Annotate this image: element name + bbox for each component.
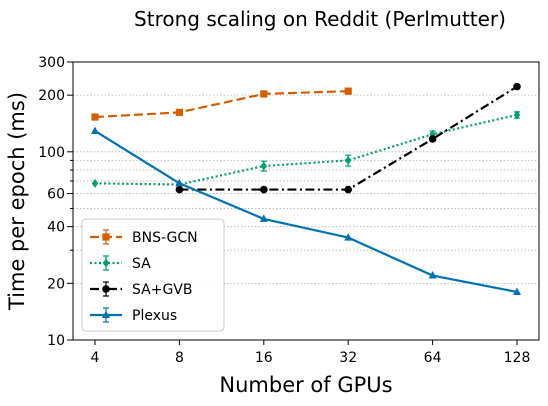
- x-tick-label: 128: [504, 350, 531, 366]
- data-point-sa: [260, 161, 267, 171]
- data-point-plexus: [175, 178, 184, 187]
- y-tick-label: 10: [47, 333, 65, 349]
- data-point-sa-gvb: [428, 135, 437, 143]
- series-layer: [91, 82, 521, 295]
- x-tick-label: 32: [339, 350, 357, 366]
- series-plexus: [91, 126, 521, 295]
- data-point-plexus: [428, 271, 437, 279]
- y-tick-label: 20: [47, 276, 65, 292]
- legend: BNS-GCN SA SA+GVB Plexus: [81, 218, 225, 332]
- data-point-sa-gvb: [344, 185, 353, 194]
- legend-marker-bns-gcn: [102, 233, 110, 241]
- y-tick-label: 200: [38, 88, 65, 104]
- data-point-plexus: [344, 233, 353, 241]
- x-tick-label: 8: [175, 350, 184, 366]
- data-point-plexus: [513, 287, 521, 295]
- series-sa-gvb: [175, 82, 521, 194]
- series-bns-gcn: [91, 87, 352, 121]
- plot-area-frame: [72, 61, 540, 341]
- legend-label-sa-gvb: SA+GVB: [132, 282, 192, 298]
- legend-item-sa-gvb: SA+GVB: [90, 281, 192, 298]
- y-axis: 10 20 40 60 100 200 300: [38, 55, 73, 349]
- series-sa: [91, 110, 521, 190]
- legend-marker-plexus: [102, 310, 110, 318]
- data-point-sa-gvb: [175, 185, 184, 194]
- data-point-sa-gvb: [260, 185, 268, 194]
- x-tick-label: 64: [424, 350, 442, 366]
- series-line-sa: [94, 113, 518, 186]
- data-point-bns-gcn: [175, 108, 183, 116]
- legend-marker-sa-gvb: [102, 285, 110, 293]
- x-axis: 4 8 16 32 64 128: [91, 340, 531, 366]
- data-point-bns-gcn: [260, 90, 268, 98]
- y-tick-label: 300: [38, 55, 65, 71]
- data-point-sa: [513, 110, 521, 120]
- data-point-bns-gcn: [344, 87, 352, 95]
- data-point-plexus: [259, 214, 268, 222]
- y-tick-label: 40: [47, 220, 65, 236]
- legend-item-sa: SA: [90, 255, 151, 272]
- legend-label-sa: SA: [132, 256, 151, 272]
- data-point-plexus: [91, 126, 99, 134]
- data-point-sa-gvb: [513, 82, 521, 91]
- x-tick-label: 4: [91, 350, 100, 366]
- legend-marker-sa: [102, 258, 110, 268]
- data-point-sa: [91, 178, 99, 188]
- series-line-plexus: [94, 130, 518, 294]
- y-tick-label: 60: [47, 187, 65, 203]
- legend-item-plexus: Plexus: [90, 307, 177, 324]
- legend-label-bns-gcn: BNS-GCN: [132, 230, 198, 246]
- legend-box: [81, 218, 225, 332]
- y-tick-label: 100: [38, 145, 65, 161]
- legend-item-bns-gcn: BNS-GCN: [90, 229, 198, 246]
- series-line-bns-gcn: [94, 90, 349, 119]
- data-point-sa: [345, 155, 352, 165]
- y-axis-label: Time per epoch (ms): [5, 92, 29, 311]
- x-tick-label: 16: [255, 350, 273, 366]
- chart-title: Strong scaling on Reddit (Perlmutter): [134, 7, 506, 31]
- legend-label-plexus: Plexus: [132, 308, 177, 324]
- x-axis-label: Number of GPUs: [219, 373, 392, 397]
- data-point-bns-gcn: [91, 113, 99, 121]
